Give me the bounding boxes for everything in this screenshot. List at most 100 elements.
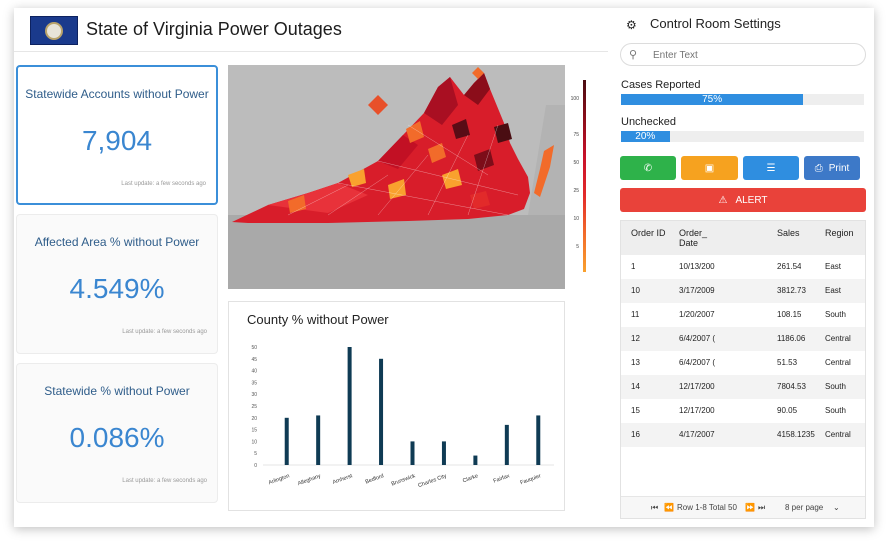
database-icon: ☰ — [766, 162, 776, 174]
progress-fill-unchecked: 20% — [621, 131, 670, 142]
legend-tick-label: 100 — [570, 96, 579, 102]
kpi-card-statewide-percent[interactable]: Statewide % without Power 0.086% Last up… — [16, 363, 218, 503]
alert-button[interactable]: ⚠ ALERT — [620, 188, 866, 212]
pager-summary: Row 1-8 Total 50 — [677, 503, 737, 512]
gears-icon: ⚙ — [626, 18, 637, 32]
kpi-update-note: Last update: a few seconds ago — [121, 181, 206, 187]
legend-tick-label: 5 — [576, 244, 579, 250]
bar-fairfax[interactable] — [504, 424, 509, 465]
contact-card-button[interactable]: ▣ — [681, 156, 738, 180]
table-cell: 12/17/200 — [679, 382, 715, 391]
table-cell: 3/17/2009 — [679, 286, 715, 295]
table-row[interactable]: 11 1/20/2007 108.15 South — [621, 303, 865, 327]
table-cell: 12/17/200 — [679, 406, 715, 415]
virginia-flag-icon — [30, 16, 78, 45]
prev-page-icon[interactable]: ⏪ — [664, 503, 674, 512]
table-cell: 6/4/2007 ( — [679, 334, 716, 343]
bar-amherst[interactable] — [347, 347, 352, 465]
bar-charles-city[interactable] — [441, 441, 446, 465]
county-chart-card: County % without Power 0 5 10 15 20 25 30 35 40 4… — [228, 301, 565, 511]
table-row[interactable]: 16 4/17/2007 4158.1235 Central — [621, 423, 865, 447]
table-cell: 14 — [631, 382, 640, 391]
outage-map[interactable] — [228, 65, 565, 289]
bar-clarke[interactable] — [473, 455, 478, 465]
x-tick-label: Fauquier — [520, 473, 543, 486]
bar-brunswick[interactable] — [410, 441, 415, 465]
table-header: Order ID Order_ Date Sales Region — [621, 221, 865, 255]
per-page-select[interactable]: 8 per page — [785, 503, 824, 512]
legend-tick-label: 50 — [573, 160, 579, 166]
column-header-region[interactable]: Region — [825, 228, 854, 238]
table-row[interactable]: 1 10/13/200 261.54 East — [621, 255, 865, 279]
next-page-icon[interactable]: ⏩ — [745, 503, 755, 512]
county-bar-chart: 0 5 10 15 20 25 30 35 40 45 50 Arlington Alleghany Am… — [251, 345, 554, 489]
control-room-title: Control Room Settings — [650, 16, 781, 31]
column-header-sales[interactable]: Sales — [777, 228, 800, 238]
warning-icon: ⚠ — [718, 194, 728, 206]
table-cell: 7804.53 — [777, 382, 806, 391]
progress-label-unchecked: Unchecked — [621, 116, 677, 128]
table-row[interactable]: 14 12/17/200 7804.53 South — [621, 375, 865, 399]
kpi-label: Statewide Accounts without Power — [25, 87, 209, 101]
y-tick-label: 15 — [251, 428, 257, 434]
alert-label: ALERT — [735, 194, 768, 206]
table-cell: 12 — [631, 334, 640, 343]
column-header-order-date[interactable]: Order_ Date — [679, 228, 708, 248]
page-title: State of Virginia Power Outages — [86, 19, 342, 39]
kpi-value: 0.086% — [69, 422, 165, 453]
table-row[interactable]: 15 12/17/200 90.05 South — [621, 399, 865, 423]
page-header: State of Virginia Power Outages — [14, 8, 608, 52]
legend-tick-label: 25 — [573, 188, 579, 194]
search-box: ⚲ — [620, 43, 866, 66]
search-input[interactable] — [653, 47, 853, 63]
table-cell: East — [825, 286, 842, 295]
table-cell: South — [825, 310, 846, 319]
table-cell: 4/17/2007 — [679, 430, 715, 439]
table-cell: 10 — [631, 286, 640, 295]
table-cell: 15 — [631, 406, 640, 415]
map-legend-bar — [583, 80, 586, 272]
table-cell: 13 — [631, 358, 640, 367]
table-row[interactable]: 12 6/4/2007 (1186.06 Central — [621, 327, 865, 351]
bar-arlington[interactable] — [284, 417, 289, 465]
y-tick-label: 25 — [251, 404, 257, 410]
table-cell: Central — [825, 334, 851, 343]
kpi-card-statewide-accounts[interactable]: Statewide Accounts without Power 7,904 L… — [16, 65, 218, 205]
table-cell: 90.05 — [777, 406, 798, 415]
table-cell: 11 — [631, 310, 640, 319]
table-cell: South — [825, 382, 846, 391]
first-page-icon[interactable]: ⏮ — [651, 503, 659, 512]
table-cell: 4158.1235 — [777, 430, 815, 439]
y-tick-label: 10 — [251, 439, 257, 445]
column-header-order-id[interactable]: Order ID — [631, 228, 666, 238]
table-cell: 3812.73 — [777, 286, 806, 295]
table-row[interactable]: 10 3/17/2009 3812.73 East — [621, 279, 865, 303]
table-cell: 1/20/2007 — [679, 310, 715, 319]
table-pager: ⏮ ⏪ Row 1-8 Total 50 ⏩ ⏭ 8 per page ⌄ — [621, 496, 865, 518]
chevron-down-icon[interactable]: ⌄ — [833, 503, 840, 512]
kpi-update-note: Last update: a few seconds ago — [122, 329, 207, 335]
table-cell: Central — [825, 358, 851, 367]
y-tick-label: 30 — [251, 392, 257, 398]
bar-bedford[interactable] — [379, 358, 384, 465]
progress-bar-unchecked: 20% — [621, 131, 864, 142]
database-button[interactable]: ☰ — [743, 156, 799, 180]
x-tick-label: Alleghany — [297, 473, 322, 487]
table-row[interactable]: 13 6/4/2007 (51.53 Central — [621, 351, 865, 375]
bar-fauquier[interactable] — [536, 415, 541, 465]
y-tick-label: 0 — [254, 463, 257, 469]
bar-alleghany[interactable] — [316, 415, 321, 465]
kpi-value: 7,904 — [81, 125, 153, 156]
last-page-icon[interactable]: ⏭ — [758, 503, 766, 512]
x-tick-label: Brunswick — [391, 473, 417, 487]
kpi-label: Statewide % without Power — [44, 384, 190, 398]
phone-button[interactable]: ✆ — [620, 156, 676, 180]
dashboard-frame: State of Virginia Power Outages Statewid… — [14, 8, 874, 527]
search-icon: ⚲ — [629, 49, 638, 61]
kpi-value: 4.549% — [69, 273, 165, 304]
kpi-card-affected-area[interactable]: Affected Area % without Power 4.549% Las… — [16, 214, 218, 354]
y-tick-label: 40 — [251, 369, 257, 375]
x-tick-label: Arlington — [268, 473, 290, 486]
print-button[interactable]: ⎙ Print — [804, 156, 860, 180]
table-cell: 261.54 — [777, 262, 802, 271]
